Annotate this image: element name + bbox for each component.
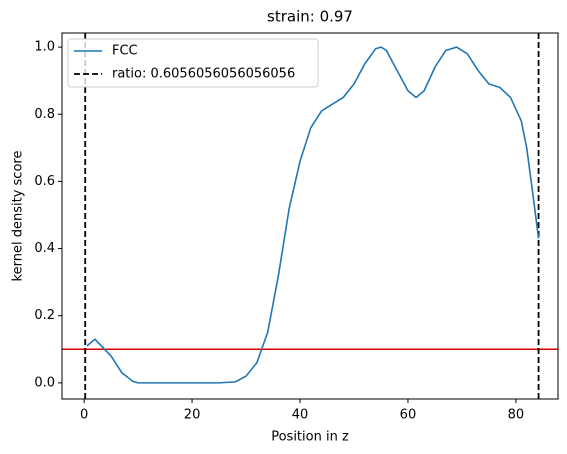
y-tick-label: 0.4 <box>34 241 55 256</box>
legend-label: FCC <box>112 44 138 59</box>
legend-box <box>67 38 319 88</box>
chart-title: strain: 0.97 <box>267 8 353 26</box>
axes-frame <box>61 32 559 400</box>
y-tick-label: 1.0 <box>34 40 55 55</box>
y-tick-label: 0.8 <box>34 107 55 122</box>
x-tick-label: 0 <box>80 408 88 423</box>
x-tick-label: 80 <box>508 408 525 423</box>
y-tick-label: 0.0 <box>34 375 55 390</box>
legend-label: ratio: 0.6056056056056056 <box>112 67 295 82</box>
y-axis-label: kernel density score <box>11 151 26 282</box>
line-series <box>86 46 540 384</box>
x-tick-label: 60 <box>400 408 417 423</box>
y-tick-label: 0.2 <box>34 308 55 323</box>
plot-area <box>62 33 558 399</box>
x-axis-label: Position in z <box>271 430 349 445</box>
x-tick-label: 40 <box>292 408 309 423</box>
y-tick-label: 0.6 <box>34 174 55 189</box>
x-tick-label: 20 <box>184 408 201 423</box>
